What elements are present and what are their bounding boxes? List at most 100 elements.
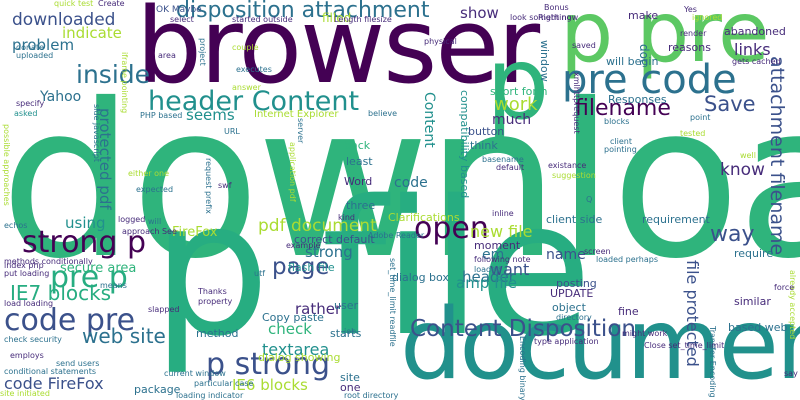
word: means <box>100 281 127 290</box>
word: possible approaches <box>2 124 11 206</box>
word: loaded perhaps <box>596 255 659 264</box>
word: logged <box>118 215 146 224</box>
word: either one <box>128 169 169 178</box>
word: object <box>552 301 586 314</box>
word: secure area <box>60 261 137 276</box>
word: indicate <box>62 24 122 42</box>
word: index php <box>4 261 44 270</box>
word: blocks <box>604 117 630 126</box>
word: web site <box>82 324 166 348</box>
word: OK Maybe <box>156 5 202 15</box>
word: couple <box>232 43 259 52</box>
word: button <box>468 125 505 138</box>
word: dialog box <box>392 271 449 284</box>
word: attachment filename <box>766 56 788 256</box>
word: request prefix <box>204 158 213 214</box>
word: code <box>394 175 428 191</box>
word: compatibility based <box>458 90 471 199</box>
word: render <box>680 29 707 38</box>
word: flash file <box>288 261 335 274</box>
word: Length filesize <box>334 15 392 24</box>
word: p file <box>152 160 592 377</box>
word: say <box>784 369 798 378</box>
word: directory <box>556 313 592 322</box>
word: type application <box>534 337 599 346</box>
word: Close set_time_limit <box>644 341 725 350</box>
word: Internet Explorer <box>254 109 339 120</box>
word: force <box>774 283 795 292</box>
word: load loading <box>4 299 54 308</box>
word: PHP based <box>140 111 183 120</box>
word: textarea <box>262 340 330 359</box>
word: Content <box>421 92 437 148</box>
word: Thanks <box>198 287 227 296</box>
word: download <box>0 58 800 305</box>
word: based web <box>728 321 788 334</box>
word: Create <box>98 0 125 8</box>
word: tested <box>680 129 706 138</box>
word: package <box>134 383 181 396</box>
word: Clarifications <box>388 211 460 224</box>
word: swf <box>218 181 232 190</box>
word: employs <box>10 351 44 360</box>
word: select <box>170 15 194 24</box>
word: area <box>158 51 176 60</box>
word: utf <box>254 269 266 278</box>
word: Yahoo <box>40 89 82 105</box>
word: short form <box>490 85 548 98</box>
word: least <box>346 155 373 168</box>
word: current window <box>164 369 226 378</box>
word: moment <box>474 239 521 252</box>
word: kind <box>338 213 356 222</box>
word: posting <box>556 277 597 290</box>
word: iframe pointing <box>120 52 129 114</box>
word: slapped <box>148 305 180 314</box>
word: way <box>710 222 755 247</box>
word: check security <box>4 335 62 344</box>
word: answer <box>232 83 261 92</box>
word: Responses <box>608 93 667 106</box>
word: suggestion <box>552 171 596 180</box>
word: using <box>65 214 106 232</box>
word: property <box>198 297 233 306</box>
word: example <box>286 241 321 250</box>
word: amp file <box>456 274 517 292</box>
word: set_time_limit readfile <box>388 258 397 347</box>
word: make <box>628 9 659 22</box>
word: quick test <box>54 0 94 8</box>
word: gets cached <box>732 57 781 66</box>
word: conditional statements <box>4 367 97 376</box>
word: will <box>148 217 162 226</box>
word: IE7 blocks <box>10 281 112 305</box>
word: expected <box>136 185 174 194</box>
word: disposition attachment <box>176 0 430 23</box>
word: application pdf <box>288 142 297 202</box>
word: donate <box>16 43 45 52</box>
word: much <box>492 112 532 128</box>
word: correct default <box>294 233 375 246</box>
word: starts <box>330 327 362 340</box>
word: site initiated <box>0 389 50 398</box>
word: filename <box>575 96 671 121</box>
word: Encoding binary <box>518 336 527 400</box>
word: loading indicator <box>176 391 244 400</box>
word: fine <box>618 305 639 318</box>
word: uploaded <box>16 51 54 60</box>
word: new file <box>470 222 533 241</box>
word: approach See <box>122 227 177 236</box>
word: header <box>462 268 515 286</box>
word: p strong <box>206 347 331 382</box>
word: following note <box>474 255 531 264</box>
word: IE6 blocks <box>232 376 308 394</box>
word: will begin <box>606 55 659 68</box>
word: code FireFox <box>4 374 104 393</box>
word: user <box>334 299 358 312</box>
word: strong p <box>22 225 147 260</box>
word: one <box>340 381 361 394</box>
word: downloaded <box>12 10 116 30</box>
word: document <box>400 288 800 400</box>
word: doc <box>637 44 651 66</box>
word: seems <box>186 106 235 124</box>
word: send users <box>56 359 100 368</box>
word: asked <box>14 109 38 118</box>
